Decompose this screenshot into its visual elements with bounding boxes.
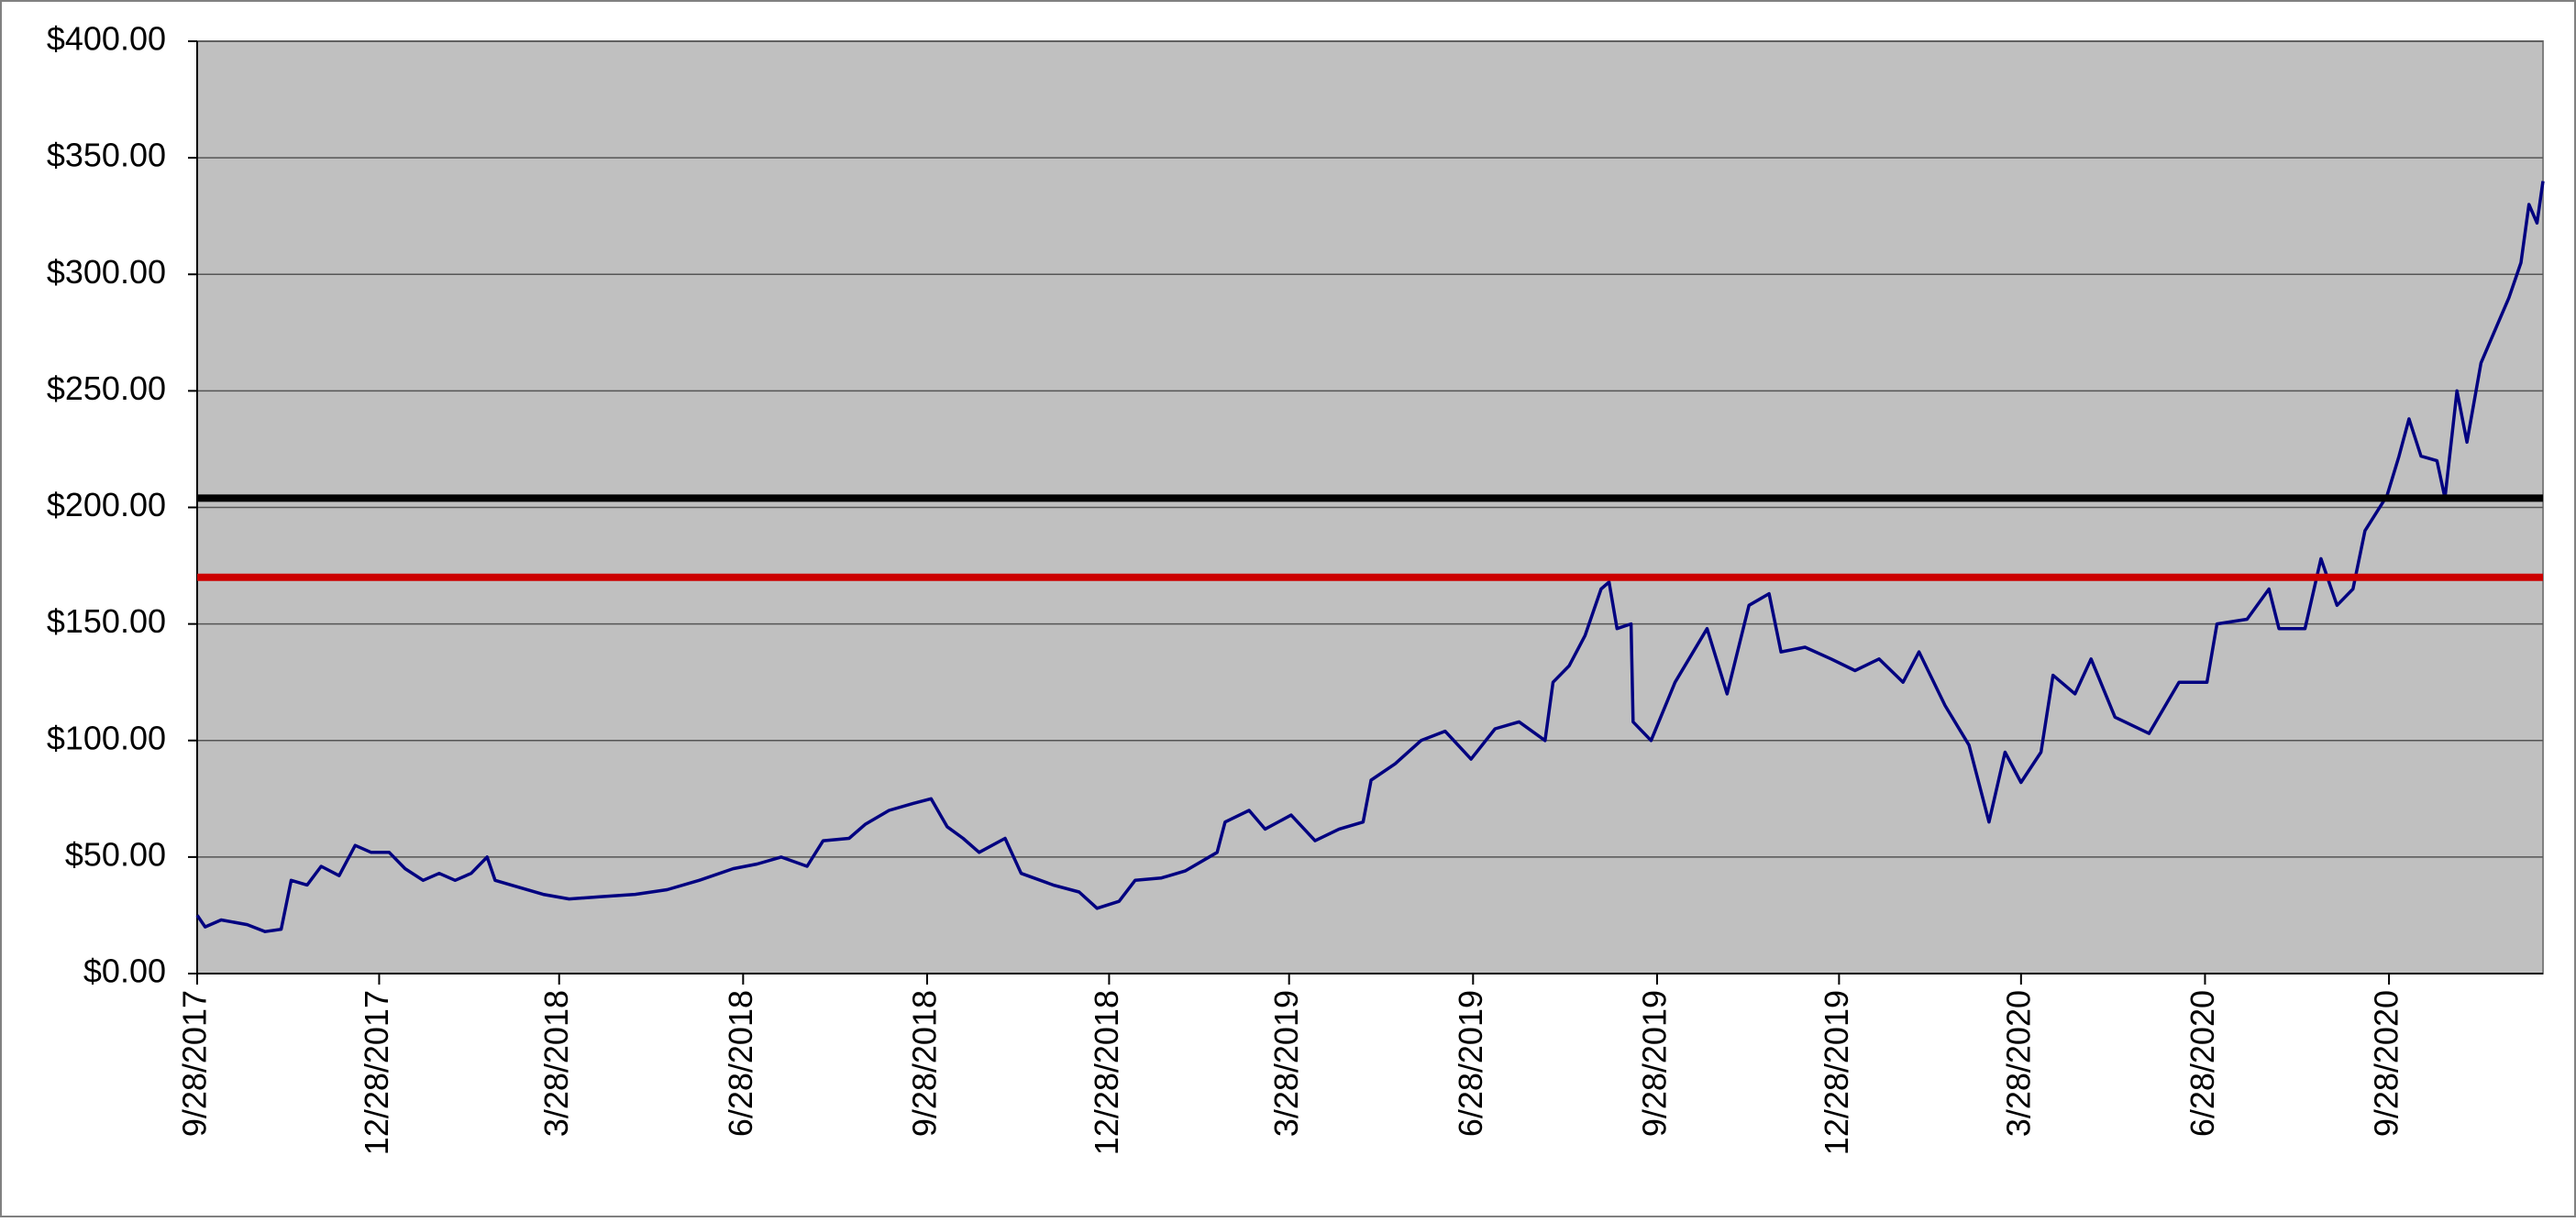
x-tick-label: 12/28/2018 [1088, 990, 1125, 1155]
x-tick-label: 9/28/2017 [176, 990, 214, 1137]
x-tick-label: 6/28/2020 [2184, 990, 2221, 1137]
x-tick-label: 9/28/2020 [2368, 990, 2405, 1137]
y-tick-label: $150.00 [47, 602, 166, 640]
x-tick-label: 3/28/2019 [1267, 990, 1305, 1137]
x-tick-label: 9/28/2019 [1635, 990, 1673, 1137]
y-tick-label: $400.00 [47, 20, 166, 58]
y-tick-label: $300.00 [47, 253, 166, 291]
y-tick-label: $350.00 [47, 137, 166, 174]
x-tick-label: 9/28/2018 [905, 990, 943, 1137]
y-tick-label: $250.00 [47, 369, 166, 407]
x-tick-label: 3/28/2018 [537, 990, 575, 1137]
x-tick-label: 6/28/2019 [1452, 990, 1489, 1137]
x-tick-label: 3/28/2020 [1999, 990, 2037, 1137]
x-tick-label: 12/28/2019 [1818, 990, 1855, 1155]
price-line [195, 181, 2545, 933]
y-tick-label: $0.00 [83, 952, 166, 990]
x-tick-label: 6/28/2018 [722, 990, 759, 1137]
x-tick-label: 12/28/2017 [358, 990, 395, 1155]
y-tick-label: $50.00 [65, 835, 166, 873]
y-tick-label: $200.00 [47, 486, 166, 523]
y-tick-label: $100.00 [47, 719, 166, 756]
